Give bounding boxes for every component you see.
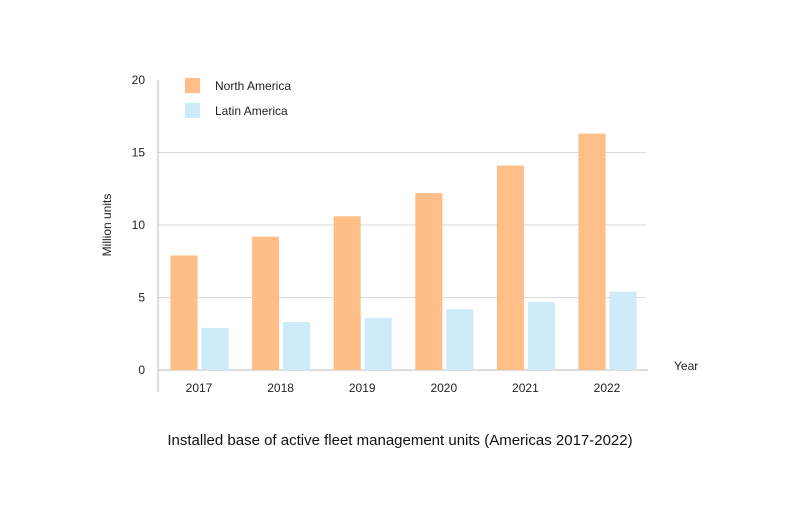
legend: North America Latin America [185,78,291,118]
legend-swatch [185,78,200,93]
y-tick-label: 10 [132,218,146,232]
y-tick-label: 20 [132,73,146,87]
y-axis-title: Million units [100,194,114,257]
y-tick-label: 15 [132,146,146,160]
bar-latin-america-2022 [609,291,637,370]
x-tick-label: 2021 [512,381,539,395]
x-tick-labels: 2017 2018 2019 2020 2021 2022 [186,381,621,395]
x-tick-label: 2019 [349,381,376,395]
bar-latin-america-2019 [364,317,392,370]
bar-latin-america-2017 [201,327,229,370]
legend-label: North America [215,79,291,93]
x-tick-label: 2020 [430,381,457,395]
bar-latin-america-2020 [446,309,474,370]
bar-north-america-2019 [333,216,361,370]
bar-north-america-2017 [170,255,198,370]
legend-swatch [185,103,200,118]
x-tick-label: 2017 [186,381,213,395]
gridlines [158,152,648,371]
y-tick-label: 5 [138,291,145,305]
bar-north-america-2018 [252,236,280,370]
bar-latin-america-2018 [283,322,311,370]
bars [170,133,637,370]
bar-latin-america-2021 [527,301,555,370]
bar-north-america-2022 [578,133,606,370]
legend-label: Latin America [215,104,288,118]
bar-north-america-2021 [496,165,524,370]
chart-title: Installed base of active fleet managemen… [167,432,633,449]
bar-north-america-2020 [415,193,443,370]
x-axis-title: Year [674,359,698,373]
x-tick-label: 2018 [267,381,294,395]
y-tick-label: 0 [138,363,145,377]
y-tick-labels: 0 5 10 15 20 [132,73,146,377]
x-tick-label: 2022 [594,381,621,395]
